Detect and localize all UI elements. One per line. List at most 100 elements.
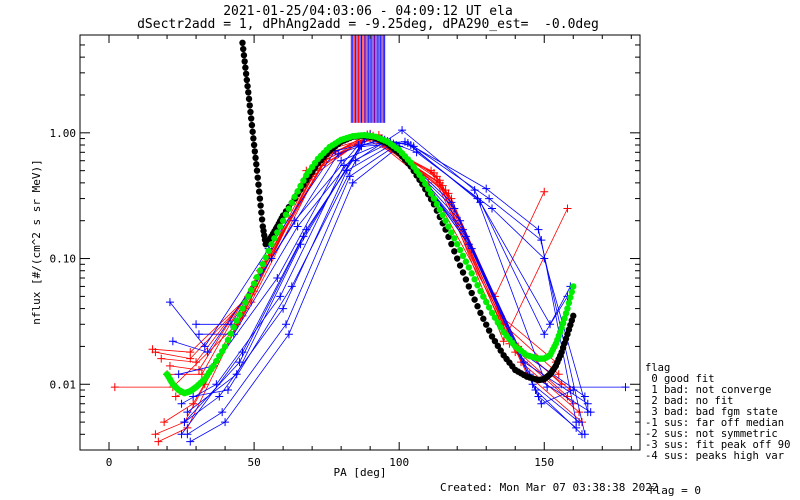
black-fit-point bbox=[459, 269, 467, 276]
black-fit-point bbox=[477, 309, 484, 317]
black-fit-point bbox=[488, 333, 496, 340]
legend-item: -3 sus: fit peak off 90 bbox=[645, 439, 791, 451]
green-fit-point bbox=[419, 175, 426, 183]
data-point-marker bbox=[157, 354, 166, 363]
green-fit-point bbox=[277, 223, 284, 230]
green-fit-point bbox=[233, 317, 240, 324]
green-fit-point bbox=[494, 319, 502, 326]
data-point-marker bbox=[409, 142, 418, 151]
black-fit-point bbox=[246, 102, 253, 109]
data-point-marker bbox=[174, 370, 183, 379]
green-fit-point bbox=[561, 315, 568, 322]
series-line bbox=[175, 134, 583, 423]
data-point-marker bbox=[334, 149, 343, 158]
data-point-marker bbox=[165, 298, 174, 307]
data-point-marker bbox=[337, 156, 346, 165]
black-fit-point bbox=[255, 188, 263, 195]
green-fit-point bbox=[279, 217, 287, 224]
data-point-marker bbox=[398, 126, 407, 135]
green-fit-point bbox=[565, 299, 573, 307]
green-fit-point bbox=[454, 241, 461, 248]
data-point-marker bbox=[151, 348, 160, 357]
green-fit-point bbox=[568, 288, 576, 296]
black-fit-point bbox=[497, 347, 504, 354]
y-tick-label: 0.10 bbox=[50, 253, 77, 266]
black-fit-point bbox=[243, 76, 251, 84]
data-point-marker bbox=[223, 386, 232, 395]
green-fit-point bbox=[427, 190, 435, 197]
green-fit-point bbox=[218, 348, 226, 355]
data-point-marker bbox=[302, 225, 311, 234]
data-point-marker bbox=[221, 418, 230, 427]
chart-title-line1: 2021-01-25/04:03:06 - 04:09:12 UT ela bbox=[223, 4, 513, 19]
black-fit-point bbox=[253, 167, 261, 174]
data-point-marker bbox=[165, 361, 174, 370]
legend-item: -4 sus: peaks high var bbox=[645, 450, 785, 462]
plot-frame bbox=[79, 34, 641, 451]
data-point-marker bbox=[488, 204, 497, 213]
green-fit-point bbox=[448, 229, 455, 236]
green-fit-point bbox=[483, 298, 490, 306]
data-point-marker bbox=[290, 216, 299, 225]
data-point-marker bbox=[194, 330, 203, 339]
green-fit-point bbox=[558, 324, 565, 332]
green-fit-point bbox=[271, 235, 278, 242]
data-point-marker bbox=[186, 437, 195, 446]
data-point-marker bbox=[238, 348, 247, 357]
series-line bbox=[187, 138, 586, 435]
green-fit-point bbox=[250, 280, 258, 287]
green-fit-point bbox=[570, 283, 577, 290]
y-tick-label: 0.01 bbox=[50, 378, 77, 391]
legend-title: flag bbox=[645, 362, 671, 374]
data-point-marker bbox=[282, 320, 291, 329]
green-fit-point bbox=[567, 294, 574, 301]
data-point-marker bbox=[287, 282, 296, 291]
green-fit-point bbox=[564, 305, 571, 312]
data-point-marker bbox=[189, 392, 198, 401]
green-fit-point bbox=[291, 193, 298, 200]
black-fit-point bbox=[570, 312, 577, 320]
green-fit-point bbox=[242, 299, 249, 306]
black-fit-point bbox=[242, 70, 250, 78]
black-fit-point bbox=[451, 248, 458, 255]
green-fit-point bbox=[221, 343, 229, 350]
legend-item: -2 sus: not symmetric bbox=[645, 428, 778, 440]
data-point-marker bbox=[537, 399, 546, 408]
green-fit-point bbox=[265, 247, 272, 255]
green-fit-point bbox=[451, 235, 458, 242]
data-point-marker bbox=[293, 222, 302, 231]
green-fit-point bbox=[424, 185, 432, 192]
black-fit-point bbox=[247, 115, 255, 122]
green-fit-point bbox=[422, 180, 429, 188]
green-fit-point bbox=[445, 223, 452, 230]
black-fit-point bbox=[483, 321, 490, 328]
green-fit-point bbox=[294, 188, 301, 195]
green-fit-point bbox=[562, 310, 570, 317]
data-point-marker bbox=[572, 418, 581, 427]
series-line bbox=[178, 140, 591, 413]
data-point-marker bbox=[203, 348, 212, 357]
green-fit-point bbox=[462, 258, 470, 265]
data-point-marker bbox=[232, 370, 241, 379]
green-fit-point bbox=[259, 260, 266, 268]
green-fit-point bbox=[262, 254, 269, 261]
data-point-marker bbox=[482, 184, 491, 193]
data-point-marker bbox=[151, 430, 160, 439]
black-fit-point bbox=[245, 95, 253, 103]
green-fit-point bbox=[227, 330, 235, 337]
data-point-marker bbox=[435, 178, 444, 187]
green-fit-point bbox=[288, 199, 296, 206]
green-fit-point bbox=[210, 362, 217, 370]
series-line bbox=[161, 135, 574, 404]
data-layer bbox=[110, 35, 630, 446]
green-fit-point bbox=[480, 293, 487, 300]
green-fit-point bbox=[268, 241, 275, 248]
data-point-marker bbox=[186, 354, 195, 363]
green-fit-point bbox=[253, 273, 261, 281]
black-fit-point bbox=[485, 327, 493, 334]
legend-item: 0 good fit bbox=[645, 373, 715, 385]
data-point-marker bbox=[429, 168, 438, 177]
data-point-marker bbox=[540, 187, 549, 196]
black-fit-point bbox=[258, 216, 266, 223]
